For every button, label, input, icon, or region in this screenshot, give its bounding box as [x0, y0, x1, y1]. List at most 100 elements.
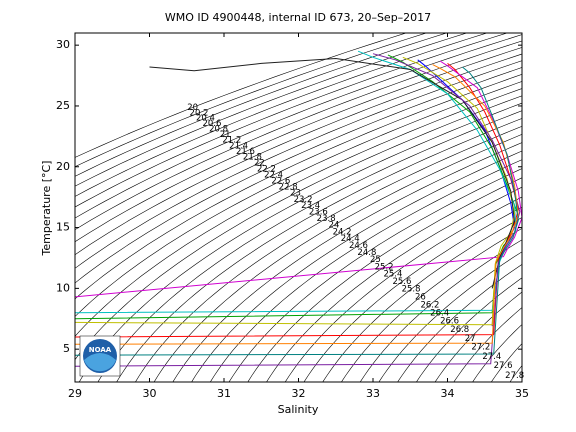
- contour-layer: [75, 33, 522, 382]
- contour-label: 21.4: [229, 141, 248, 151]
- x-axis-label: Salinity: [278, 403, 319, 416]
- density-contour: [303, 206, 522, 382]
- contour-label: 26: [415, 292, 426, 302]
- x-tick-label: 33: [366, 387, 380, 400]
- density-contour: [75, 74, 522, 300]
- density-contour: [75, 53, 522, 256]
- contour-label: 24.6: [349, 241, 368, 251]
- density-contour: [172, 142, 522, 382]
- contour-label: 20.4: [196, 114, 215, 124]
- contour-label: 22: [254, 159, 265, 169]
- density-contour: [266, 186, 522, 382]
- density-contour: [75, 33, 488, 197]
- contour-label: 23: [290, 189, 301, 199]
- contour-label: 26.6: [440, 317, 459, 327]
- density-contour: [75, 33, 508, 208]
- density-contour: [322, 217, 522, 382]
- logo-wave: [84, 353, 116, 372]
- density-contour: [191, 150, 522, 382]
- density-contour: [75, 33, 448, 177]
- contour-label: 24.4: [341, 234, 360, 244]
- contour-label: 27.2: [471, 343, 490, 353]
- contour-label: 21: [220, 130, 231, 140]
- density-contour: [116, 118, 522, 382]
- x-tick-label: 30: [143, 387, 157, 400]
- density-contour: [75, 60, 522, 269]
- profile-line: [75, 50, 517, 314]
- profile-layer: [75, 50, 522, 367]
- y-axis-label: Temperature [°C]: [40, 161, 53, 257]
- contour-label: 20: [187, 103, 198, 113]
- contour-label: 27.6: [494, 361, 513, 371]
- density-contour: [75, 33, 468, 187]
- density-contour: [434, 291, 522, 382]
- contour-label: 24.2: [333, 227, 352, 237]
- contour-label: 24: [329, 221, 340, 231]
- density-contour: [75, 33, 407, 158]
- y-tick-label: 5: [63, 342, 70, 355]
- contour-label: 25: [370, 255, 381, 265]
- density-contour: [472, 324, 522, 382]
- density-contour: [75, 88, 522, 337]
- density-contour: [284, 196, 522, 382]
- y-tick-label: 20: [56, 160, 70, 173]
- density-contour: [135, 125, 522, 382]
- density-contour: [209, 159, 522, 382]
- y-tick-label: 15: [56, 221, 70, 234]
- x-tick-label: 32: [292, 387, 306, 400]
- profile-line: [75, 60, 522, 298]
- density-contour: [490, 343, 522, 382]
- x-tick-label: 35: [515, 387, 529, 400]
- density-contour: [75, 81, 522, 317]
- contour-label: 26.2: [420, 300, 439, 310]
- x-tick-label: 29: [68, 387, 82, 400]
- density-contour: [75, 95, 522, 361]
- y-tick-label: 30: [56, 38, 70, 51]
- density-contour: [378, 251, 522, 382]
- density-contour: [247, 177, 522, 382]
- profile-line: [75, 56, 516, 326]
- density-contour: [153, 133, 522, 382]
- noaa-logo: NOAA: [79, 335, 121, 377]
- contour-label: 20.6: [202, 119, 221, 129]
- density-contour: [416, 277, 522, 382]
- contour-label: 23.2: [294, 195, 313, 205]
- profile-line: [75, 66, 519, 356]
- contour-label: 21.8: [243, 153, 262, 163]
- density-contour: [78, 102, 522, 382]
- contour-label: 23.4: [301, 201, 320, 211]
- contour-label: 25.6: [392, 277, 411, 287]
- contour-label: 22.2: [257, 164, 276, 174]
- contour-label: 25.4: [383, 270, 402, 280]
- contour-label: 22.8: [279, 182, 298, 192]
- density-contour: [397, 264, 522, 382]
- contour-label: 26.4: [430, 308, 449, 318]
- density-contour: [97, 110, 522, 382]
- density-contour: [359, 239, 522, 382]
- density-contour: [75, 33, 428, 168]
- contour-label: 27: [465, 334, 476, 344]
- contour-label: 26.8: [450, 325, 469, 335]
- profile-line: [149, 57, 516, 289]
- contour-label: 21.6: [236, 147, 255, 157]
- chart-title: WMO ID 4900448, internal ID 673, 20–Sep–…: [165, 11, 431, 24]
- y-tick-label: 10: [56, 281, 70, 294]
- x-tick-label: 34: [441, 387, 455, 400]
- density-contour: [75, 34, 522, 219]
- density-contour: [228, 168, 522, 382]
- contour-label: 21.2: [222, 136, 241, 146]
- density-contour: [75, 40, 522, 231]
- x-tick-label: 31: [217, 387, 231, 400]
- profile-line: [75, 64, 519, 345]
- y-tick-label: 25: [56, 99, 70, 112]
- logo-text: NOAA: [89, 346, 112, 354]
- contour-label: 25.8: [402, 285, 421, 295]
- contour-label: 20.2: [190, 108, 209, 118]
- contour-label: 22.4: [264, 170, 283, 180]
- contour-label: 23.8: [317, 214, 336, 224]
- contour-label: 24.8: [357, 248, 376, 258]
- contour-label: 23.6: [309, 208, 328, 218]
- density-contour: [75, 47, 522, 243]
- density-contour: [341, 228, 522, 382]
